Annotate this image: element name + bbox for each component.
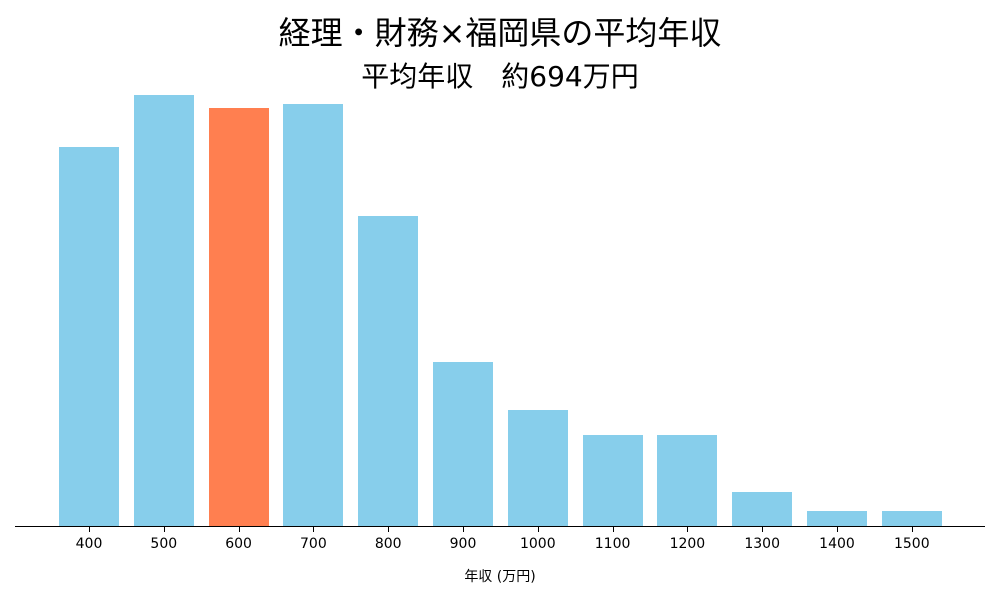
bar-1000 bbox=[507, 409, 568, 526]
x-tick bbox=[388, 527, 389, 532]
x-tick bbox=[89, 527, 90, 532]
bar-1200 bbox=[657, 435, 718, 526]
chart-subtitle: 平均年収 約694万円 bbox=[361, 60, 639, 93]
x-tick bbox=[463, 527, 464, 532]
x-tick-label: 500 bbox=[150, 536, 178, 552]
x-tick-label: 1500 bbox=[893, 536, 930, 552]
x-tick bbox=[538, 527, 539, 532]
x-tick bbox=[837, 527, 838, 532]
bar-700 bbox=[283, 103, 344, 526]
bar-900 bbox=[433, 362, 493, 526]
bar-800 bbox=[358, 215, 419, 526]
bar-500 bbox=[133, 95, 194, 526]
x-tick bbox=[613, 527, 614, 532]
x-axis-label: 年収 (万円) bbox=[464, 569, 536, 585]
x-tick-label: 1300 bbox=[744, 536, 780, 552]
bar-1300 bbox=[732, 491, 793, 526]
x-tick bbox=[313, 527, 314, 532]
x-axis-line bbox=[15, 526, 985, 527]
x-tick-label: 400 bbox=[75, 536, 103, 552]
x-tick bbox=[239, 527, 240, 532]
bar-1100 bbox=[582, 435, 643, 526]
x-tick-label: 800 bbox=[374, 536, 402, 552]
chart-title: 経理・財務×福岡県の平均年収 bbox=[278, 14, 722, 52]
x-tick-label: 900 bbox=[449, 536, 477, 552]
x-tick-label: 600 bbox=[225, 536, 252, 552]
x-tick-label: 1200 bbox=[669, 536, 706, 552]
bar-600 bbox=[208, 107, 269, 526]
bar-1400 bbox=[807, 510, 867, 526]
x-tick-label: 700 bbox=[300, 536, 327, 552]
bar-400 bbox=[59, 146, 119, 526]
x-tick bbox=[912, 527, 913, 532]
x-tick-label: 1400 bbox=[819, 536, 855, 552]
x-tick-label: 1000 bbox=[519, 536, 556, 552]
x-tick bbox=[762, 527, 763, 532]
x-tick bbox=[687, 527, 688, 532]
x-tick bbox=[164, 527, 165, 532]
x-tick-label: 1100 bbox=[594, 536, 631, 552]
bar-1500 bbox=[881, 510, 942, 526]
